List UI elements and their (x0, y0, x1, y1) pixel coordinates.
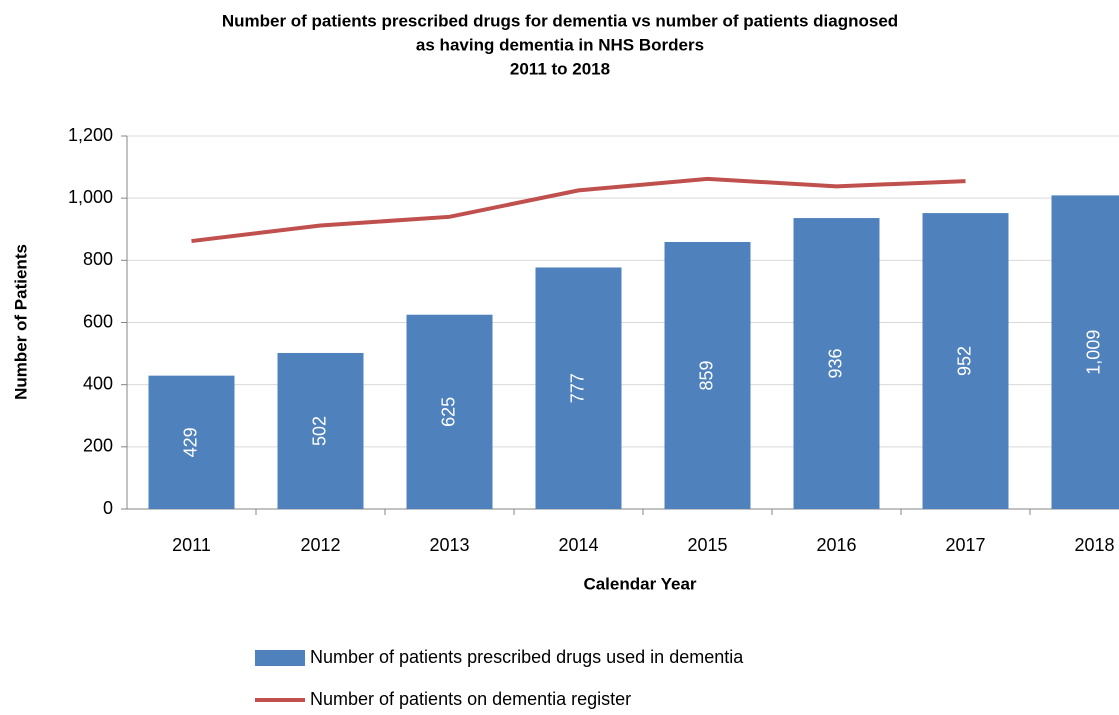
bar (148, 375, 235, 509)
x-tick-label: 2014 (558, 535, 598, 555)
y-tick-label: 1,000 (68, 187, 113, 207)
x-tick-label: 2015 (687, 535, 727, 555)
y-tick-label: 0 (103, 498, 113, 518)
data-label: 502 (309, 416, 329, 446)
data-label: 936 (825, 349, 845, 379)
legend-label: Number of patients on dementia register (310, 689, 631, 709)
x-tick-label: 2018 (1074, 535, 1114, 555)
bar (664, 241, 751, 509)
y-tick-label: 800 (83, 249, 113, 269)
data-label: 777 (567, 373, 587, 403)
x-tick-label: 2012 (300, 535, 340, 555)
bar (922, 213, 1009, 509)
data-label: 952 (954, 346, 974, 376)
y-tick-label: 600 (83, 311, 113, 331)
y-tick-label: 1,200 (68, 125, 113, 145)
data-label: 429 (180, 427, 200, 457)
data-label: 625 (438, 397, 458, 427)
line (191, 176, 966, 244)
chart-title: Number of patients prescribed drugs for … (222, 11, 898, 30)
x-tick-label: 2017 (945, 535, 985, 555)
data-label: 859 (696, 360, 716, 390)
x-tick-label: 2013 (429, 535, 469, 555)
chart-title: 2011 to 2018 (510, 59, 610, 78)
y-axis-label: Number of Patients (11, 244, 30, 400)
legend-label: Number of patients prescribed drugs used… (310, 647, 744, 667)
bar (535, 267, 622, 509)
y-tick-label: 400 (83, 373, 113, 393)
chart-title: as having dementia in NHS Borders (416, 35, 704, 54)
bar (277, 352, 364, 509)
x-axis-label: Calendar Year (583, 574, 696, 593)
data-label: 1,009 (1083, 330, 1103, 375)
bar (406, 314, 493, 509)
bar (793, 218, 880, 509)
x-tick-label: 2016 (816, 535, 856, 555)
x-tick-label: 2011 (172, 535, 211, 555)
y-tick-label: 200 (83, 436, 113, 456)
legend-swatch (255, 650, 305, 666)
bar (1051, 195, 1119, 509)
